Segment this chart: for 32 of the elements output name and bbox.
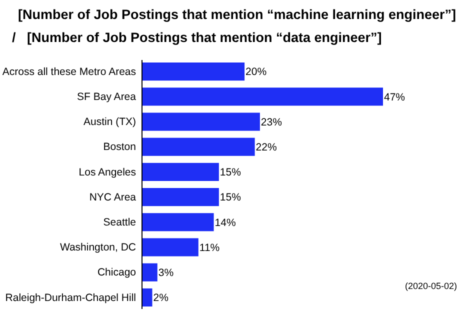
data-label: 47%	[384, 91, 406, 104]
bar	[142, 88, 383, 106]
data-label: 22%	[256, 142, 277, 154]
bar	[142, 112, 260, 131]
y-tick-label: Los Angeles	[78, 166, 136, 178]
y-tick-label: Chicago	[97, 266, 136, 279]
bar	[142, 62, 245, 81]
data-label: 15%	[220, 166, 241, 179]
y-tick-label: SF Bay Area	[77, 91, 136, 104]
chart-title: [Number of Job Postings that mention “machine learning engineer”] / [Number of Job Postings that mention “data engineer”]	[12, 7, 456, 45]
bar	[142, 162, 219, 181]
data-label: 15%	[220, 192, 241, 204]
data-label: 11%	[199, 242, 220, 254]
y-tick-label: Seattle	[103, 216, 136, 229]
bar	[142, 288, 152, 306]
bar	[142, 263, 158, 282]
y-tick-label: Boston	[103, 141, 136, 154]
data-label: 3%	[158, 267, 174, 280]
data-label: 14%	[214, 216, 236, 229]
bar	[142, 238, 198, 256]
data-label: 2%	[153, 292, 168, 304]
text: (2020-05-02)	[405, 281, 458, 291]
y-tick-label: NYC Area	[89, 191, 136, 204]
data-label: 23%	[260, 116, 282, 128]
bar	[142, 138, 255, 156]
data-label: 20%	[246, 66, 267, 78]
y-tick-label: Raleigh-Durham-Chapel Hill	[5, 292, 136, 304]
y-tick-label: Austin (TX)	[83, 116, 136, 128]
bar	[142, 213, 214, 232]
y-tick-label: Across all these Metro Areas	[2, 66, 136, 78]
y-tick-label: Washington, DC	[60, 242, 136, 254]
bar	[142, 188, 219, 206]
